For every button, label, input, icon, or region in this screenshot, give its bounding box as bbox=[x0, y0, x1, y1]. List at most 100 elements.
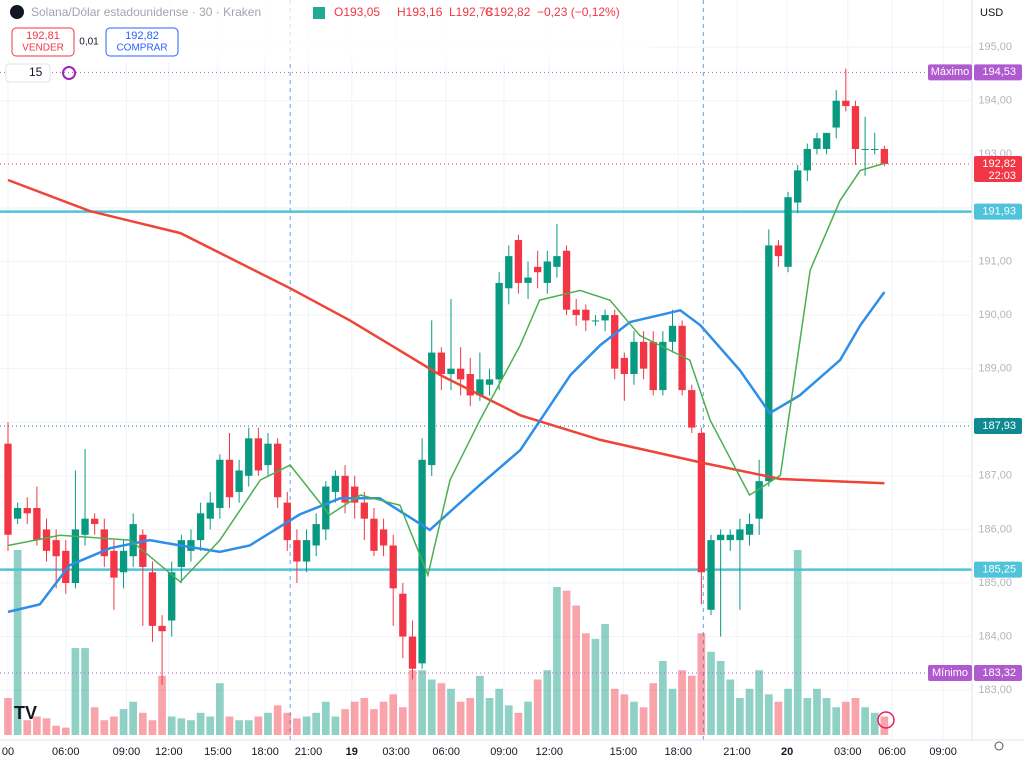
ohlc-low: L192,78 bbox=[449, 5, 493, 19]
x-tick-label: 15:00 bbox=[204, 746, 232, 758]
candle-body bbox=[110, 550, 118, 578]
volume-bar bbox=[61, 727, 70, 735]
volume-bar bbox=[841, 701, 850, 735]
settings-icon[interactable] bbox=[994, 741, 1004, 751]
lightning-icon[interactable] bbox=[877, 711, 895, 729]
volume-bar bbox=[447, 688, 455, 735]
candle-body bbox=[803, 148, 811, 171]
x-tick-label: 00 bbox=[2, 746, 14, 758]
volume-bar bbox=[81, 648, 89, 735]
volume-bar bbox=[543, 670, 552, 735]
y-tick-label: 187,00 bbox=[978, 470, 1012, 482]
x-tick-label: 09:00 bbox=[490, 746, 518, 758]
symbol-icon bbox=[10, 5, 24, 19]
price-badge-label: 185,25 bbox=[982, 564, 1016, 576]
currency-button[interactable] bbox=[974, 3, 1020, 23]
volume-bar bbox=[870, 712, 879, 735]
volume-bar bbox=[495, 688, 503, 735]
candle-body bbox=[196, 513, 205, 541]
volume-bar bbox=[620, 694, 629, 735]
volume-bar bbox=[244, 720, 253, 735]
x-tick-label: 03:00 bbox=[834, 746, 862, 758]
volume-bar bbox=[476, 675, 484, 735]
volume-bar bbox=[216, 683, 224, 735]
volume-bar bbox=[52, 725, 60, 735]
candle-body bbox=[158, 625, 166, 632]
candle-body bbox=[437, 352, 446, 375]
volume-bar bbox=[110, 716, 118, 735]
candle-body bbox=[254, 438, 263, 471]
ohlc-close: C192,82 bbox=[485, 5, 531, 19]
volume-bar bbox=[581, 633, 590, 735]
candle-body bbox=[851, 106, 860, 149]
volume-bar bbox=[225, 716, 234, 735]
volume-bar bbox=[158, 675, 166, 735]
buy-button[interactable] bbox=[105, 27, 179, 57]
volume-bar bbox=[331, 716, 340, 735]
candle-body bbox=[620, 357, 629, 375]
spread: 0,01 bbox=[79, 37, 99, 48]
candle-body bbox=[62, 550, 70, 583]
level-tag bbox=[928, 64, 972, 81]
volume-bar bbox=[610, 688, 619, 735]
volume-bar bbox=[4, 698, 12, 735]
volume-bar bbox=[466, 698, 475, 735]
interval-select[interactable] bbox=[5, 63, 51, 83]
volume-bar bbox=[418, 670, 426, 735]
candle-body bbox=[206, 502, 214, 519]
candle-body bbox=[129, 524, 137, 557]
volume-bar bbox=[562, 590, 571, 735]
y-tick-label: 189,00 bbox=[978, 363, 1012, 375]
volume-bar bbox=[350, 701, 359, 735]
candle-body bbox=[399, 593, 407, 637]
x-tick-label: 18:00 bbox=[665, 746, 693, 758]
volume-bar bbox=[793, 550, 802, 735]
volume-bar bbox=[398, 707, 407, 735]
y-tick-label: 185,00 bbox=[978, 577, 1012, 589]
candle-body bbox=[861, 148, 869, 150]
y-tick-label: 191,00 bbox=[978, 255, 1012, 267]
candle-body bbox=[177, 540, 186, 567]
candle-body bbox=[466, 374, 474, 396]
volume-bar bbox=[504, 705, 513, 735]
volume-bar bbox=[196, 712, 205, 735]
candle-body bbox=[611, 315, 619, 369]
candle-body bbox=[389, 545, 397, 589]
plot bbox=[0, 0, 972, 740]
volume-bar bbox=[456, 701, 465, 735]
volume-bar bbox=[774, 701, 783, 735]
volume-bar bbox=[861, 707, 869, 735]
candle-body bbox=[707, 540, 715, 610]
price-badge-label: 194,53 bbox=[982, 66, 1016, 78]
candle-body bbox=[341, 475, 349, 503]
volume-bar bbox=[668, 688, 677, 735]
volume-bar bbox=[187, 720, 195, 735]
x-tick-label: 03:00 bbox=[382, 746, 410, 758]
volume-bar bbox=[697, 633, 706, 735]
candle-body bbox=[187, 540, 195, 551]
volume-bar bbox=[755, 670, 764, 735]
candle-body bbox=[13, 507, 22, 519]
sell-label: VENDER bbox=[22, 43, 64, 54]
volume-bar bbox=[659, 661, 667, 735]
sell-button[interactable] bbox=[11, 27, 75, 57]
candle-body bbox=[553, 256, 561, 267]
candle-body bbox=[119, 550, 128, 573]
x-tick-label: 09:00 bbox=[929, 746, 957, 758]
candle-body bbox=[81, 518, 89, 535]
candle-body bbox=[649, 341, 657, 391]
change: −0,23 (−0,12%) bbox=[537, 5, 620, 19]
volume-bar bbox=[177, 718, 186, 735]
candle-body bbox=[485, 379, 494, 385]
volume-bar bbox=[167, 716, 176, 735]
volume-bar bbox=[100, 720, 109, 735]
candle-body bbox=[379, 529, 388, 546]
price-badge bbox=[974, 665, 1022, 682]
candle-body bbox=[534, 266, 542, 273]
level-tag-label: Mínimo bbox=[932, 667, 968, 679]
sync-icon[interactable] bbox=[62, 66, 76, 80]
candle-body bbox=[312, 524, 320, 546]
volume-bar bbox=[880, 716, 889, 735]
volume-bar bbox=[90, 707, 99, 735]
